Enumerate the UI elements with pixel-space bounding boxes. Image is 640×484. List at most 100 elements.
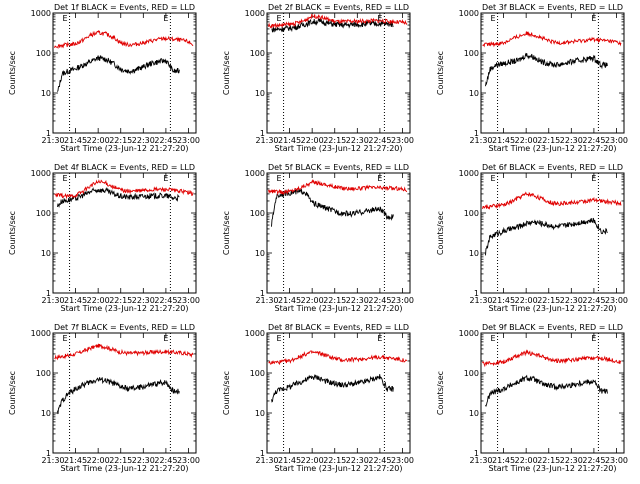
- x-tick-label: 21:45: [64, 296, 87, 305]
- x-tick-label: 22:15: [109, 296, 132, 305]
- y-tick-label: 10: [255, 89, 265, 98]
- y-tick-label: 1: [474, 289, 479, 298]
- plot-frame: [266, 332, 411, 454]
- series-line-events: [485, 217, 608, 256]
- x-axis-label: Start Time (23-Jun-12 21:27:20): [61, 464, 189, 473]
- y-tick-label: 100: [250, 49, 265, 58]
- x-tick-label: 21:30: [469, 456, 492, 465]
- x-tick-label: 21:45: [492, 136, 515, 145]
- event-marker-letter: E: [490, 334, 495, 343]
- series-line-lld: [54, 29, 194, 49]
- x-tick-label: 22:45: [582, 456, 605, 465]
- x-tick-label: 22:15: [109, 456, 132, 465]
- y-tick-label: 100: [250, 369, 265, 378]
- event-marker-letter: E: [377, 174, 382, 183]
- y-tick-label: 1000: [245, 169, 265, 178]
- x-tick-label: 21:45: [278, 136, 301, 145]
- event-marker-letter: E: [62, 14, 67, 23]
- y-axis-label: Counts/sec: [222, 211, 231, 255]
- event-marker-letter: E: [490, 174, 495, 183]
- x-tick-label: 23:00: [177, 456, 200, 465]
- x-tick-label: 22:45: [582, 296, 605, 305]
- plot-title: Det 6f BLACK = Events, RED = LLD: [482, 163, 623, 172]
- plot-title: Det 7f BLACK = Events, RED = LLD: [54, 323, 195, 332]
- y-tick-label: 1: [46, 449, 51, 458]
- event-marker-letter: E: [591, 334, 596, 343]
- detector-plot-6: Det 6f BLACK = Events, RED = LLD 1 10 100 10…: [436, 163, 628, 313]
- x-tick-label: 22:15: [323, 136, 346, 145]
- y-tick-label: 100: [36, 209, 51, 218]
- y-tick-label: 1000: [459, 9, 479, 18]
- x-tick-label: 23:00: [391, 296, 414, 305]
- x-tick-label: 22:00: [515, 296, 538, 305]
- x-tick-label: 22:30: [560, 296, 583, 305]
- event-marker-letter: E: [62, 174, 67, 183]
- series-line-events: [271, 374, 394, 403]
- x-tick-label: 23:00: [177, 296, 200, 305]
- y-tick-label: 100: [36, 369, 51, 378]
- series-line-lld: [268, 13, 408, 29]
- y-tick-label: 1: [474, 129, 479, 138]
- y-axis-label: Counts/sec: [8, 371, 17, 415]
- x-tick-label: 22:00: [87, 136, 110, 145]
- x-tick-label: 22:00: [301, 136, 324, 145]
- y-tick-label: 10: [255, 249, 265, 258]
- x-tick-label: 22:15: [109, 136, 132, 145]
- y-tick-label: 1: [260, 449, 265, 458]
- y-tick-label: 1: [260, 289, 265, 298]
- x-tick-label: 21:45: [278, 456, 301, 465]
- series-line-lld: [482, 191, 622, 210]
- series-line-events: [57, 187, 180, 208]
- x-axis-label: Start Time (23-Jun-12 21:27:20): [489, 304, 617, 313]
- detector-plot-1: Det 1f BLACK = Events, RED = LLD 1 10 100 10…: [8, 3, 200, 153]
- plot-title: Det 8f BLACK = Events, RED = LLD: [268, 323, 409, 332]
- x-tick-label: 22:15: [323, 296, 346, 305]
- x-axis-label: Start Time (23-Jun-12 21:27:20): [489, 144, 617, 153]
- event-marker-letter: E: [276, 174, 281, 183]
- x-tick-label: 21:30: [41, 456, 64, 465]
- x-tick-label: 22:15: [537, 296, 560, 305]
- series-line-lld: [482, 349, 622, 368]
- x-axis-label: Start Time (23-Jun-12 21:27:20): [61, 304, 189, 313]
- x-tick-label: 22:30: [560, 456, 583, 465]
- x-tick-label: 23:00: [605, 296, 628, 305]
- x-tick-label: 22:30: [346, 456, 369, 465]
- x-tick-label: 21:30: [255, 456, 278, 465]
- x-tick-label: 21:30: [41, 136, 64, 145]
- plot-frame: [480, 332, 625, 454]
- x-tick-label: 21:45: [492, 456, 515, 465]
- plot-title: Det 2f BLACK = Events, RED = LLD: [268, 3, 409, 12]
- plot-frame: [52, 12, 197, 134]
- event-marker-letter: E: [490, 14, 495, 23]
- plot-title: Det 4f BLACK = Events, RED = LLD: [54, 163, 195, 172]
- y-tick-label: 100: [464, 49, 479, 58]
- x-axis-label: Start Time (23-Jun-12 21:27:20): [275, 304, 403, 313]
- event-marker-letter: E: [276, 14, 281, 23]
- x-tick-label: 21:45: [64, 136, 87, 145]
- y-tick-label: 1000: [31, 9, 51, 18]
- x-tick-label: 22:00: [301, 296, 324, 305]
- y-tick-label: 10: [41, 249, 51, 258]
- event-marker-letter: E: [62, 334, 67, 343]
- x-tick-label: 22:45: [154, 136, 177, 145]
- y-tick-label: 10: [255, 409, 265, 418]
- series-line-events: [57, 377, 180, 415]
- plot-title: Det 9f BLACK = Events, RED = LLD: [482, 323, 623, 332]
- x-tick-label: 23:00: [605, 136, 628, 145]
- x-tick-label: 22:30: [132, 136, 155, 145]
- x-tick-label: 21:30: [255, 296, 278, 305]
- event-marker-letter: E: [377, 334, 382, 343]
- x-tick-label: 22:30: [132, 296, 155, 305]
- plot-frame: [480, 12, 625, 134]
- x-tick-label: 21:45: [492, 296, 515, 305]
- x-tick-label: 22:45: [368, 136, 391, 145]
- y-tick-label: 100: [36, 49, 51, 58]
- y-axis-label: Counts/sec: [8, 51, 17, 95]
- y-tick-label: 100: [464, 209, 479, 218]
- series-line-events: [485, 374, 608, 408]
- x-tick-label: 22:30: [346, 136, 369, 145]
- x-tick-label: 22:00: [87, 296, 110, 305]
- detector-plot-8: Det 8f BLACK = Events, RED = LLD 1 10 100 10…: [222, 323, 414, 473]
- y-axis-label: Counts/sec: [436, 211, 445, 255]
